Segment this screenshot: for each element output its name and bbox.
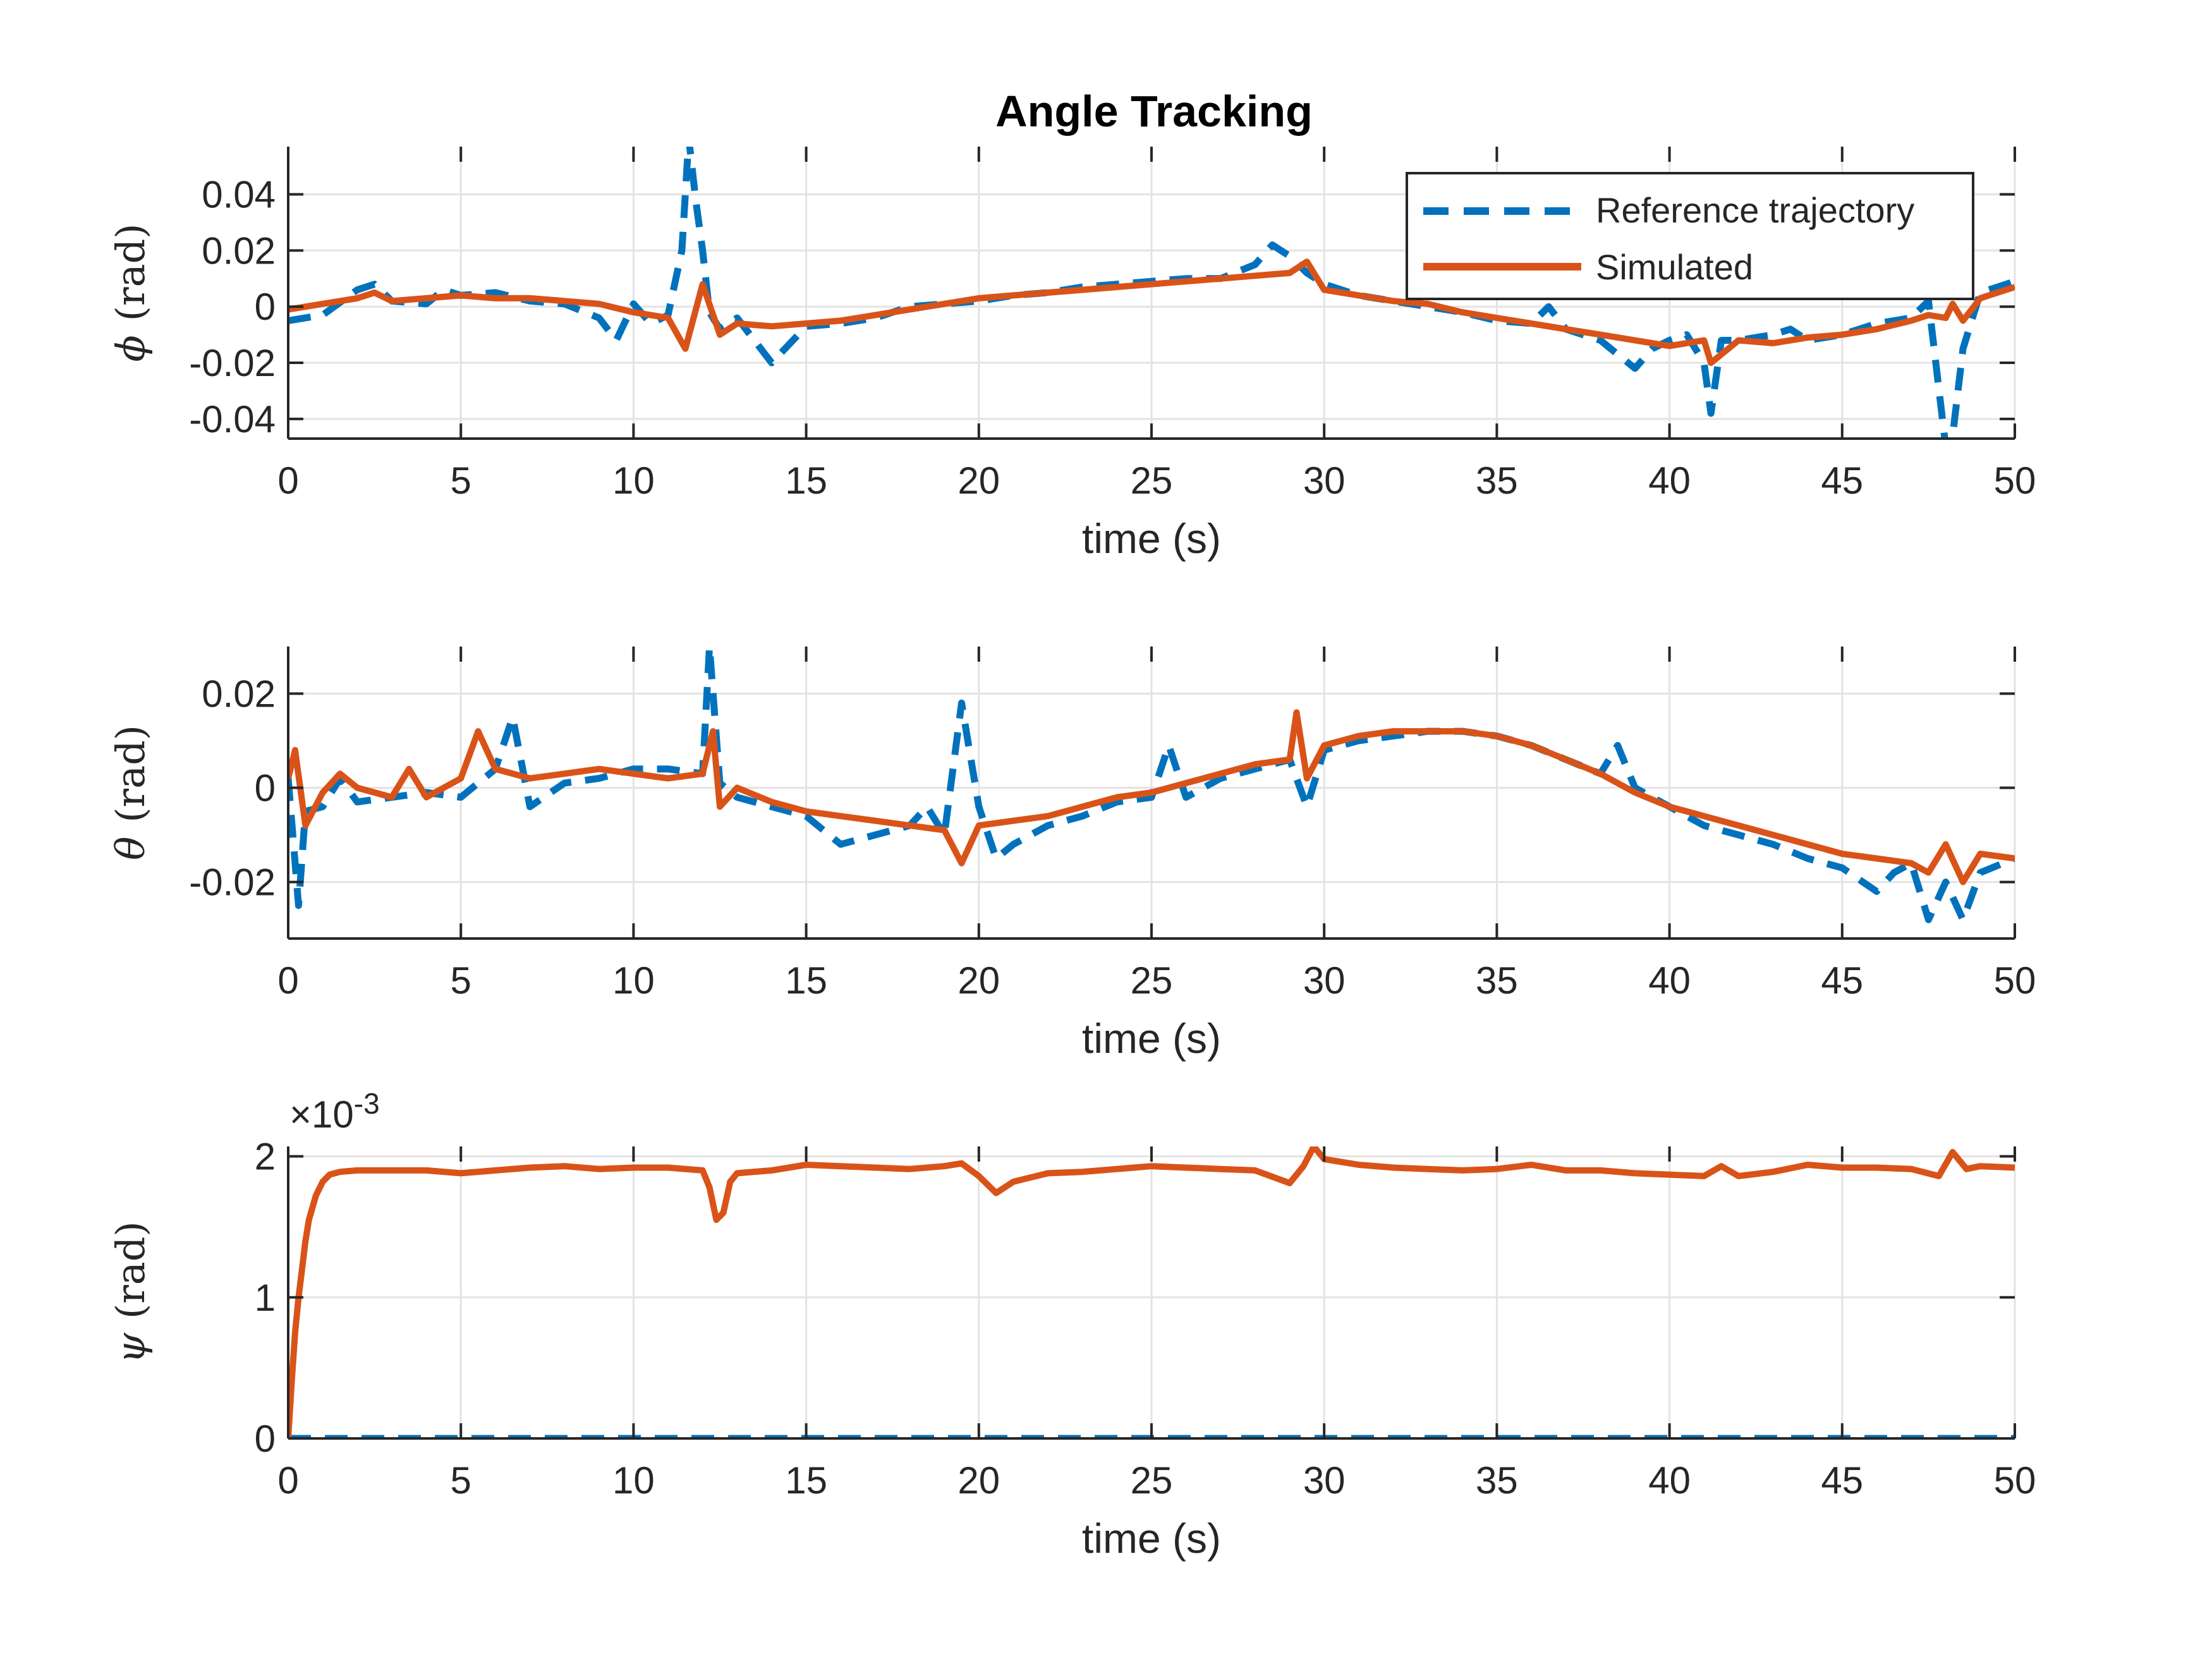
simulated-line: [288, 709, 2015, 885]
legend-reference-label: Reference trajectory: [1596, 190, 1914, 230]
x-tick-label: 30: [1303, 959, 1346, 1002]
x-tick-label: 45: [1821, 459, 1863, 502]
y-axis-label: θ (rad): [107, 725, 154, 860]
series-group: [288, 1146, 2015, 1438]
subplot-2: 0 5 10 15 20 25 30 35 40 45 50 -0.02 0 0.02 time (s) θ (…: [107, 647, 2036, 1062]
x-tick-label: 15: [785, 459, 827, 502]
y-axis-symbol: ψ: [107, 1332, 154, 1364]
y-axis-unit: (rad): [107, 725, 154, 823]
x-tick-label: 50: [1994, 1459, 2036, 1502]
x-tick-label: 0: [277, 459, 298, 502]
x-tick-label: 40: [1648, 959, 1691, 1002]
y-tick-label: -0.02: [189, 342, 276, 384]
y-tick-label: 0.02: [202, 673, 276, 715]
x-tick-label: 0: [277, 1459, 298, 1502]
y-tick-label: -0.04: [189, 398, 276, 441]
y-axis-symbol: θ: [107, 837, 154, 860]
x-axis-label: time (s): [1082, 1015, 1221, 1062]
x-tick-label: 20: [957, 959, 1000, 1002]
x-tick-label: 25: [1131, 1459, 1173, 1502]
x-tick-label: 10: [612, 459, 655, 502]
x-tick-label: 15: [785, 959, 827, 1002]
simulated-line: [288, 1146, 2015, 1438]
y-tick-label: 0.04: [202, 174, 276, 216]
x-tick-label: 15: [785, 1459, 827, 1502]
subplots: 0 5 10 15 20 25 30 35 40 45 50-0.04-0.0200.020.04t…: [107, 147, 2036, 1562]
x-tick-label: 0: [277, 959, 298, 1002]
y-axis-exponent-power: -3: [354, 1087, 380, 1120]
x-tick-label: 40: [1648, 1459, 1691, 1502]
figure-title: Angle Tracking: [995, 87, 1313, 136]
x-tick-label: 35: [1476, 459, 1518, 502]
x-tick-label: 30: [1303, 1459, 1346, 1502]
x-tick-label: 10: [612, 959, 655, 1002]
x-tick-label: 45: [1821, 1459, 1863, 1502]
series-group: [288, 147, 2015, 439]
y-tick-label: 0: [255, 286, 276, 328]
x-axis-label: time (s): [1082, 1515, 1221, 1562]
x-tick-label: 5: [451, 459, 471, 502]
y-tick-label: -0.02: [189, 861, 276, 904]
y-axis-symbol: ϕ: [107, 335, 154, 362]
x-tick-label: 10: [612, 1459, 655, 1502]
x-tick-label: 50: [1994, 459, 2036, 502]
x-tick-label: 35: [1476, 959, 1518, 1002]
series-group: [288, 647, 2015, 923]
y-tick-label: 0: [255, 1418, 276, 1460]
x-tick-label: 30: [1303, 459, 1346, 502]
x-tick-label: 20: [957, 1459, 1000, 1502]
x-tick-label: 25: [1131, 959, 1173, 1002]
x-tick-label: 40: [1648, 459, 1691, 502]
x-axis-label: time (s): [1082, 515, 1221, 562]
x-tick-label: 20: [957, 459, 1000, 502]
x-tick-label: 25: [1131, 459, 1173, 502]
legend: Reference trajectory Simulated: [1406, 172, 1974, 300]
x-tick-label: 45: [1821, 959, 1863, 1002]
simulated-line: [288, 258, 2015, 367]
y-tick-label: 0: [255, 767, 276, 810]
x-tick-label: 5: [451, 1459, 471, 1502]
y-tick-label: 1: [255, 1277, 276, 1319]
y-axis-label: ψ (rad): [107, 1221, 154, 1363]
subplot-1: 0 5 10 15 20 25 30 35 40 45 50 -0.04 -0.02 0 0.02 0.04 t…: [107, 147, 2036, 562]
y-axis-unit: (rad): [107, 1221, 154, 1319]
legend-box: [1406, 172, 1974, 300]
y-axis-label: ϕ (rad): [107, 224, 154, 362]
x-tick-label: 5: [451, 959, 471, 1002]
y-tick-label: 0.02: [202, 229, 276, 272]
x-tick-label: 35: [1476, 1459, 1518, 1502]
x-tick-label: 50: [1994, 959, 2036, 1002]
legend-simulated-label: Simulated: [1596, 247, 1753, 287]
y-axis-unit: (rad): [107, 224, 154, 322]
y-tick-label: 2: [255, 1136, 276, 1178]
reference-trajectory-line: [288, 647, 2015, 923]
